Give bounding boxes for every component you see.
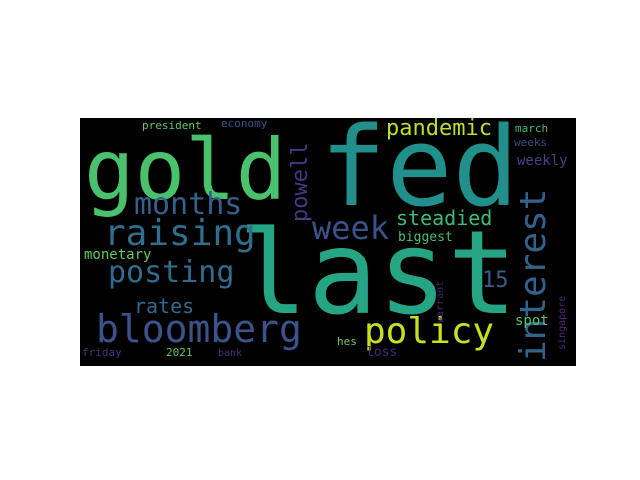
word-friday: friday [82,346,122,359]
word-interest: interest [513,188,554,362]
word-spot: spot [515,313,549,329]
word-president: president [142,119,202,132]
word-week: week [312,209,390,247]
word-15: 15 [482,268,509,293]
word-bank: bank [218,348,243,359]
word-bloomberg: bloomberg [96,307,302,351]
word-singapore: singapore [557,295,568,350]
word-weekly: weekly [517,153,568,169]
word-economy: economy [221,118,268,130]
word-2021: 2021 [166,346,193,359]
word-warrant: warrant [435,280,446,323]
word-steadied: steadied [396,206,493,230]
word-powell: powell [288,142,313,222]
word-raising: raising [104,213,256,254]
word-hes: hes [337,335,357,348]
word-policy: policy [364,311,495,352]
word-biggest: biggest [398,230,453,245]
word-rates: rates [134,294,195,318]
word-march: march [515,122,549,135]
word-monetary: monetary [84,247,152,263]
word-posting: posting [108,255,235,290]
word-loss: loss [366,345,398,360]
word-months: months [134,187,243,222]
word-gold: gold [84,121,287,219]
word-weeks: weeks [514,136,548,149]
word-fed: fed [320,118,519,231]
word-pandemic: pandemic [386,118,492,141]
word-cloud: fed last gold bloomberg raising months p… [80,118,576,366]
word-last: last [238,206,518,341]
